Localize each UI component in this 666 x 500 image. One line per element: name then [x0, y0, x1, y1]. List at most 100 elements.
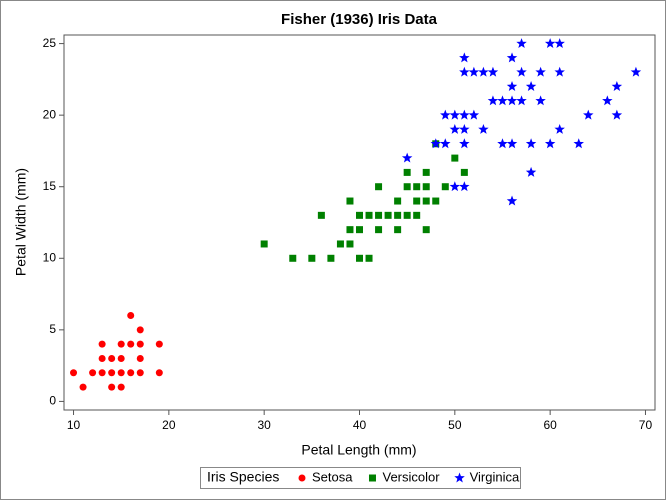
point: [516, 38, 527, 49]
point: [516, 95, 527, 106]
point: [394, 211, 402, 219]
point: [451, 154, 459, 162]
point: [506, 195, 518, 206]
point: [573, 138, 584, 149]
chart-title: Fisher (1936) Iris Data: [281, 11, 438, 28]
y-axis-label: Petal Width (mm): [13, 168, 29, 276]
x-tick-label: 70: [639, 418, 653, 432]
point: [440, 138, 451, 149]
point: [98, 369, 106, 377]
point: [365, 254, 373, 262]
legend-label: Setosa: [312, 469, 353, 484]
point: [401, 152, 413, 163]
y-tick-label: 15: [43, 179, 57, 193]
point: [487, 95, 499, 106]
point: [630, 66, 642, 77]
point: [611, 109, 623, 120]
point: [449, 109, 461, 120]
point: [478, 66, 489, 77]
point: [544, 138, 556, 149]
point: [525, 166, 537, 177]
point: [497, 138, 508, 149]
point: [422, 226, 430, 234]
point: [413, 211, 421, 219]
legend-title: Iris Species: [207, 469, 279, 485]
point: [327, 254, 335, 262]
point: [422, 183, 430, 191]
point: [98, 354, 106, 362]
point: [394, 226, 402, 234]
point: [459, 109, 470, 120]
point: [478, 123, 489, 134]
point: [413, 197, 421, 205]
point: [365, 211, 373, 219]
point: [108, 369, 116, 377]
point: [346, 240, 354, 248]
point: [525, 81, 537, 91]
legend-label: Versicolor: [382, 469, 440, 484]
point: [602, 95, 613, 106]
point: [356, 226, 363, 234]
legend-marker: [298, 474, 306, 482]
point: [127, 369, 135, 377]
y-tick-label: 10: [43, 250, 57, 264]
point: [506, 52, 518, 63]
point: [544, 38, 556, 49]
point: [375, 211, 383, 219]
point: [441, 183, 449, 191]
point: [554, 123, 565, 134]
point: [136, 369, 144, 377]
point: [506, 81, 518, 91]
point: [554, 38, 565, 49]
point: [317, 211, 325, 219]
x-tick-label: 30: [257, 418, 271, 432]
legend-marker: [368, 474, 376, 482]
point: [155, 369, 163, 377]
point: [117, 369, 125, 377]
legend-label: Virginica: [470, 469, 520, 484]
point: [79, 383, 87, 391]
x-tick-label: 60: [543, 418, 557, 432]
point: [422, 197, 430, 205]
point: [525, 138, 537, 149]
x-tick-label: 50: [448, 418, 462, 432]
y-tick-label: 20: [43, 107, 57, 121]
point: [356, 254, 363, 262]
point: [384, 211, 392, 219]
legend-box: [200, 467, 521, 489]
point: [583, 109, 594, 120]
x-axis-label: Petal Length (mm): [301, 442, 416, 458]
point: [346, 197, 354, 205]
point: [449, 181, 461, 192]
x-tick-label: 40: [353, 418, 367, 432]
point: [308, 254, 316, 262]
point: [403, 183, 411, 191]
point: [136, 340, 144, 348]
point: [468, 66, 480, 77]
point: [535, 66, 546, 77]
point: [430, 138, 441, 149]
point: [289, 254, 297, 262]
point: [554, 66, 565, 77]
point: [346, 226, 354, 234]
point: [89, 369, 97, 377]
point: [516, 66, 527, 77]
point: [117, 340, 125, 348]
point: [136, 326, 144, 334]
point: [506, 95, 518, 106]
point: [136, 354, 144, 362]
point: [108, 354, 116, 362]
point: [70, 369, 78, 377]
point: [459, 181, 470, 192]
point: [440, 109, 451, 120]
point: [108, 383, 116, 391]
y-tick-label: 25: [43, 36, 57, 50]
point: [459, 52, 470, 63]
point: [336, 240, 344, 248]
point: [155, 340, 163, 348]
point: [260, 240, 268, 248]
x-tick-label: 20: [162, 418, 176, 432]
point: [98, 340, 106, 348]
